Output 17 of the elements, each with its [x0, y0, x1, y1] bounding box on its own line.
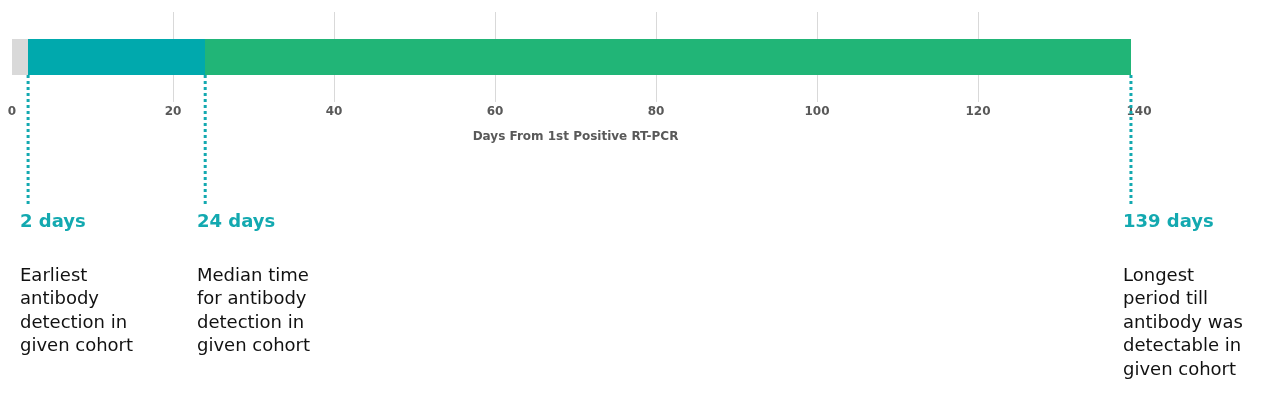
- ref-line-label: 139 days: [1123, 210, 1214, 231]
- text: Earliest antibody detection in given cohort: [20, 264, 134, 356]
- bar: [28, 39, 206, 75]
- x-tick-label: 0: [7, 104, 17, 118]
- x-tick-label: 120: [965, 104, 991, 118]
- text: Median time for antibody detection in given cohort: [197, 264, 311, 356]
- x-axis-title: Days From 1st Positive RT-PCR: [472, 128, 679, 143]
- ref-line-label: 2 days: [20, 210, 86, 231]
- ref-line-label: 24 days: [197, 210, 276, 231]
- x-tick-label: 20: [164, 104, 182, 118]
- x-tick-label: 80: [647, 104, 665, 118]
- x-tick-label: 100: [804, 104, 830, 118]
- bar: [12, 39, 29, 75]
- x-tick-label: 60: [486, 104, 504, 118]
- text: Longest period till antibody was detectable in given cohort: [1123, 264, 1243, 379]
- bar: [205, 39, 1131, 75]
- x-tick-label: 40: [325, 104, 343, 118]
